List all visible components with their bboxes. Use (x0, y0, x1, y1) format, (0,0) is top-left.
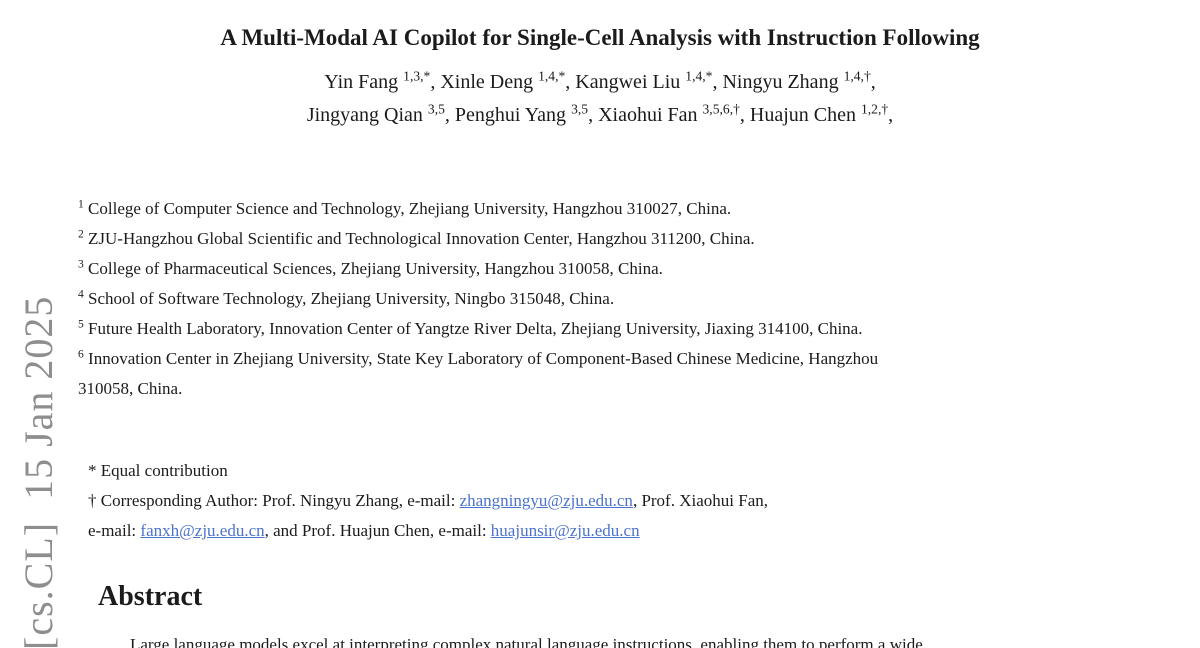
corresponding-author-note: † Corresponding Author: Prof. Ningyu Zha… (88, 491, 768, 540)
affiliation-item: 3 College of Pharmaceutical Sciences, Zh… (78, 257, 663, 278)
author: Kangwei Liu 1,4,*, (575, 68, 723, 93)
author: Penghui Yang 3,5, (454, 101, 599, 126)
author-name: Jingyang Qian (306, 104, 428, 126)
author-name: Xiaohui Fan (598, 104, 703, 126)
email-link[interactable]: zhangningyu@zju.edu.cn (459, 491, 633, 510)
footnotes: * Equal contribution † Corresponding Aut… (88, 456, 1146, 546)
author-affiliation-sup: 1,3,* (403, 68, 431, 84)
author: Ningyu Zhang 1,4,†, (722, 68, 876, 93)
affiliation-item: 5 Future Health Laboratory, Innovation C… (78, 317, 863, 338)
affiliation-item: 4 School of Software Technology, Zhejian… (78, 287, 615, 308)
abstract-heading: Abstract (98, 581, 203, 612)
affiliation-number: 2 (78, 227, 84, 241)
author-block: Yin Fang 1,3,*, Xinle Deng 1,4,*, Kangwe… (0, 66, 1200, 132)
paper-title: A Multi-Modal AI Copilot for Single-Cell… (220, 25, 980, 50)
author: Xiaohui Fan 3,5,6,†, (598, 101, 750, 126)
email-link[interactable]: fanxh@zju.edu.cn (140, 521, 265, 540)
abstract-first-line: Large language models excel at interpret… (130, 635, 923, 648)
affiliation-item: 6 Innovation Center in Zhejiang Universi… (78, 347, 879, 398)
author-affiliation-sup: 1,4,† (843, 68, 871, 84)
author-affiliation-sup: 1,4,* (685, 68, 713, 84)
arxiv-watermark: [cs.CL] 15 Jan 2025 (16, 295, 61, 648)
author-affiliation-sup: 3,5 (427, 101, 445, 117)
author-line-2: Jingyang Qian 3,5, Penghui Yang 3,5, Xia… (0, 99, 1200, 132)
author-name: Yin Fang (324, 71, 404, 93)
author: Xinle Deng 1,4,*, (440, 68, 576, 93)
affiliation-number: 5 (78, 317, 84, 331)
affiliation-item: 1 College of Computer Science and Techno… (78, 197, 732, 218)
author-name: Penghui Yang (454, 104, 572, 126)
author: Jingyang Qian 3,5, (306, 101, 455, 126)
author-affiliation-sup: 3,5 (571, 101, 589, 117)
affiliation-number: 3 (78, 257, 84, 271)
author: Yin Fang 1,3,*, (324, 68, 441, 93)
affiliation-number: 1 (78, 197, 84, 211)
author-affiliation-sup: 1,2,† (860, 101, 889, 117)
email-link[interactable]: huajunsir@zju.edu.cn (490, 521, 640, 540)
author-affiliation-sup: 1,4,* (538, 68, 566, 84)
author-affiliation-sup: 3,5,6,† (702, 101, 740, 117)
author-name: Kangwei Liu (575, 71, 686, 93)
equal-contribution-note: * Equal contribution (88, 461, 228, 480)
author-name: Xinle Deng (440, 71, 539, 93)
affiliations-list: 1 College of Computer Science and Techno… (78, 194, 1146, 404)
author-name: Ningyu Zhang (722, 71, 844, 93)
affiliation-number: 4 (78, 287, 84, 301)
author-line-1: Yin Fang 1,3,*, Xinle Deng 1,4,*, Kangwe… (0, 66, 1200, 99)
affiliation-item: 2 ZJU-Hangzhou Global Scientific and Tec… (78, 227, 755, 248)
author-name: Huajun Chen (749, 104, 861, 126)
author: Huajun Chen 1,2,†, (749, 101, 894, 126)
affiliation-number: 6 (78, 347, 84, 361)
